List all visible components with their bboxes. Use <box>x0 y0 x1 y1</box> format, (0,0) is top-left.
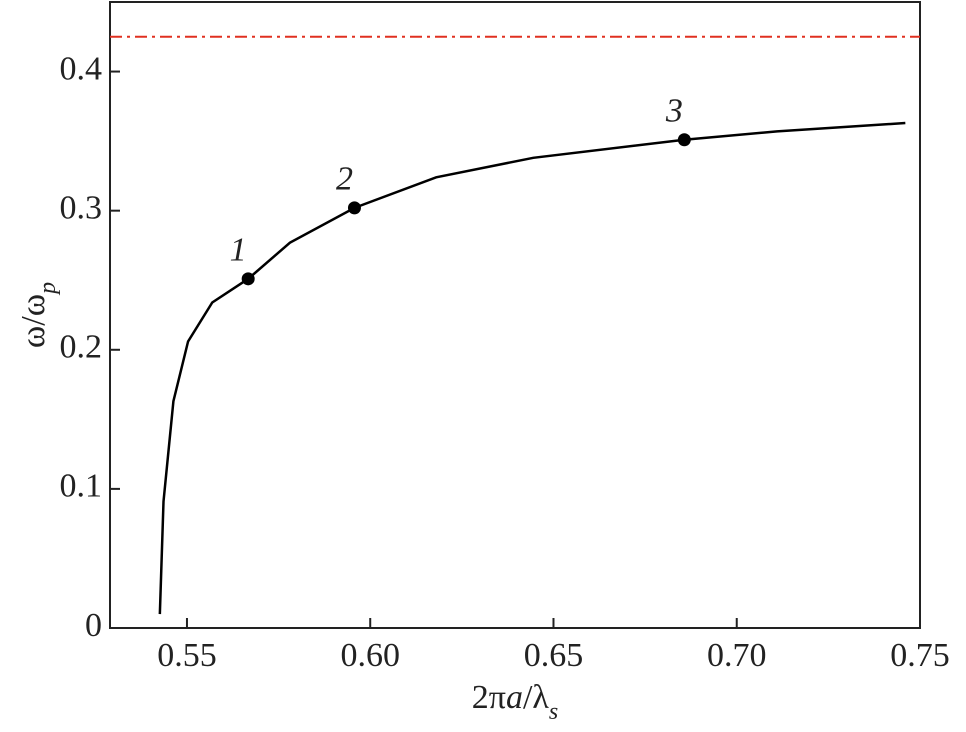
point-label: 1 <box>230 232 247 269</box>
x-tick-label: 0.75 <box>890 637 950 674</box>
plot-frame <box>109 1 921 629</box>
x-tick-label: 0.60 <box>340 637 400 674</box>
x-tick-label: 0.65 <box>524 637 584 674</box>
y-tick-label: 0.3 <box>60 189 103 226</box>
x-tick-label: 0.70 <box>707 637 767 674</box>
x-axis-label: 2πa/λs <box>472 679 558 725</box>
y-tick-label: 0.1 <box>60 468 103 505</box>
data-point <box>677 133 691 147</box>
x-axis-label-part: 2π <box>472 679 506 716</box>
y-tick-label: 0.4 <box>60 50 103 87</box>
curve <box>158 121 906 615</box>
x-axis-label-part: /λ <box>523 679 549 716</box>
x-axis-label-part: s <box>549 699 558 725</box>
y-axis-label-part: p <box>35 282 61 296</box>
y-axis-label: ω/ωp <box>15 282 61 348</box>
point-label: 2 <box>336 161 353 198</box>
y-axis-label-part: ω/ω <box>15 294 52 348</box>
x-tick-label: 0.55 <box>157 637 217 674</box>
y-tick-label: 0.2 <box>60 329 103 366</box>
y-tick-label: 0 <box>85 607 102 644</box>
data-point <box>347 201 361 215</box>
data-point <box>241 272 255 286</box>
point-label: 3 <box>665 93 683 130</box>
x-axis-label-part: a <box>506 679 523 716</box>
